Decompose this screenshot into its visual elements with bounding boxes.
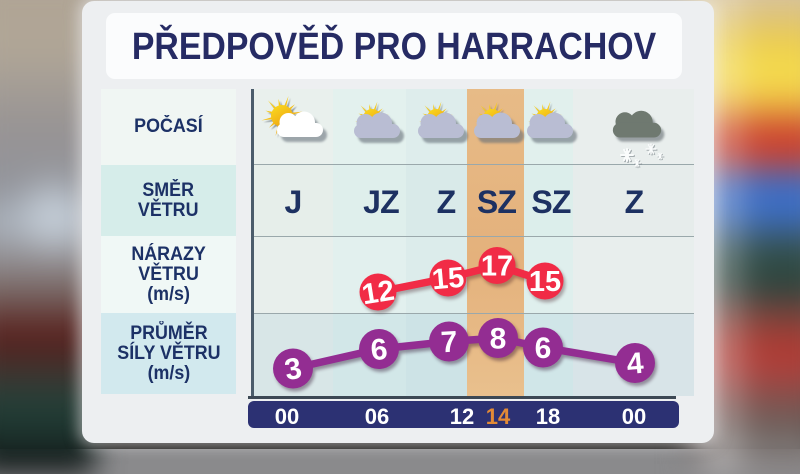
svg-text:7: 7 xyxy=(440,326,458,360)
svg-text:12: 12 xyxy=(360,275,397,312)
svg-text:17: 17 xyxy=(481,251,513,283)
svg-text:15: 15 xyxy=(431,262,466,297)
svg-text:8: 8 xyxy=(490,323,507,356)
svg-text:15: 15 xyxy=(529,266,561,298)
svg-text:3: 3 xyxy=(282,352,304,387)
svg-text:6: 6 xyxy=(535,332,552,365)
svg-text:6: 6 xyxy=(369,333,389,368)
svg-text:4: 4 xyxy=(625,347,645,381)
